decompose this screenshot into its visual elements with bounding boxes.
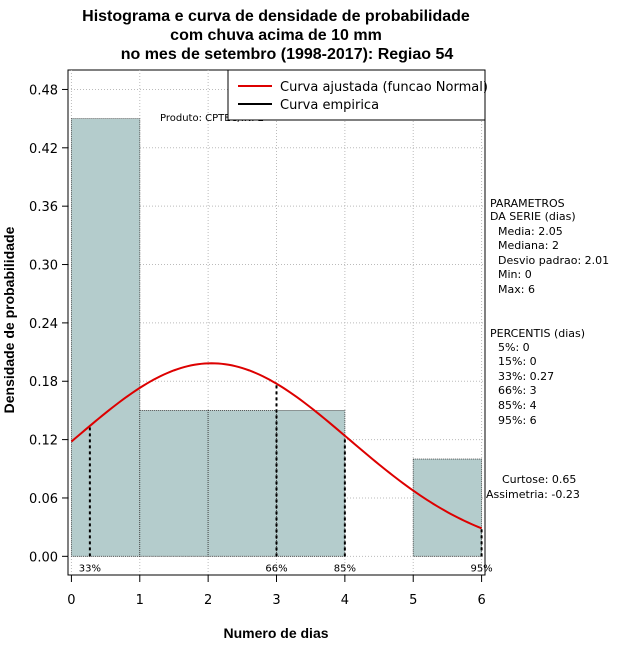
percentile-header: PERCENTIS (dias) (490, 327, 585, 340)
x-axis-title: Numero de dias (223, 625, 328, 641)
percentile-66: 66%: 3 (498, 384, 537, 397)
y-tick-label-8: 0.48 (29, 83, 58, 98)
percentile-33: 33%: 0.27 (498, 370, 554, 383)
histogram-bar-0 (71, 118, 141, 557)
legend-label-empirical: Curva empirica (280, 98, 379, 113)
skewness: Assimetria: -0.23 (486, 488, 580, 501)
kurtosis: Curtose: 0.65 (502, 473, 576, 486)
y-tick-label-3: 0.18 (29, 375, 58, 390)
param-min: Min: 0 (498, 268, 532, 281)
percentile-list: PERCENTIS (dias) 5%: 0 15%: 0 33%: 0.27 … (490, 327, 585, 427)
chart-title: Histograma e curva de densidade de proba… (82, 8, 470, 63)
param-max: Max: 6 (498, 283, 535, 296)
shape-stats: Curtose: 0.65 Assimetria: -0.23 (486, 473, 580, 501)
percentile-5: 5%: 0 (498, 341, 530, 354)
histogram-bar-1 (139, 410, 209, 557)
percentile-label-0: 33% (79, 563, 101, 574)
y-axis: 0.00 0.06 0.12 0.18 0.24 0.30 0.36 0.42 0.48 (29, 83, 69, 565)
x-tick-label-2: 2 (204, 593, 212, 608)
histogram-bar-3 (276, 410, 346, 557)
x-tick-label-5: 5 (409, 593, 417, 608)
percentile-lines: 33% 66% 85% 95% (79, 383, 493, 574)
percentile-95: 95%: 6 (498, 414, 537, 427)
y-tick-label-5: 0.30 (29, 259, 58, 274)
credit-annotation: Produto: CPTEC/INPE (160, 113, 264, 124)
y-axis-title: Densidade de probabilidade (1, 226, 17, 413)
x-tick-label-4: 4 (341, 593, 349, 608)
y-tick-label-7: 0.42 (29, 142, 58, 157)
legend-label-fitted: Curva ajustada (funcao Normal) (280, 80, 488, 95)
y-tick-label-1: 0.06 (29, 492, 58, 507)
y-tick-label-2: 0.12 (29, 434, 58, 449)
percentile-label-1: 66% (265, 563, 287, 574)
percentile-label-2: 85% (334, 563, 356, 574)
title-line-2: com chuva acima de 10 mm (170, 27, 382, 44)
percentile-label-3: 95% (470, 563, 492, 574)
fitted-curve (70, 362, 482, 530)
y-tick-label-6: 0.36 (29, 200, 58, 215)
histogram-bars (71, 118, 482, 557)
x-axis: 0 1 2 3 4 5 6 (67, 574, 486, 608)
param-sd: Desvio padrao: 2.01 (498, 254, 609, 267)
param-header-2: DA SERIE (dias) (490, 210, 576, 223)
histogram-bar-2 (207, 410, 277, 557)
legend: Curva ajustada (funcao Normal) Curva emp… (227, 69, 488, 121)
percentile-15: 15%: 0 (498, 355, 537, 368)
title-line-3: no mes de setembro (1998-2017): Regiao 5… (121, 46, 454, 63)
param-header-1: PARAMETROS (490, 197, 565, 210)
x-tick-label-1: 1 (136, 593, 144, 608)
param-mean: Media: 2.05 (498, 225, 563, 238)
y-tick-label-4: 0.24 (29, 317, 58, 332)
y-tick-label-0: 0.00 (29, 550, 58, 565)
histogram-bar-5 (412, 458, 482, 557)
param-median: Mediana: 2 (498, 239, 559, 252)
normal-curve-line (70, 362, 482, 530)
x-tick-label-3: 3 (272, 593, 280, 608)
percentile-85: 85%: 4 (498, 399, 537, 412)
series-parameters: PARAMETROS DA SERIE (dias) Media: 2.05 M… (490, 197, 609, 296)
x-tick-label-6: 6 (477, 593, 485, 608)
x-tick-label-0: 0 (67, 593, 75, 608)
legend-box (227, 69, 486, 121)
title-line-1: Histograma e curva de densidade de proba… (82, 8, 470, 25)
